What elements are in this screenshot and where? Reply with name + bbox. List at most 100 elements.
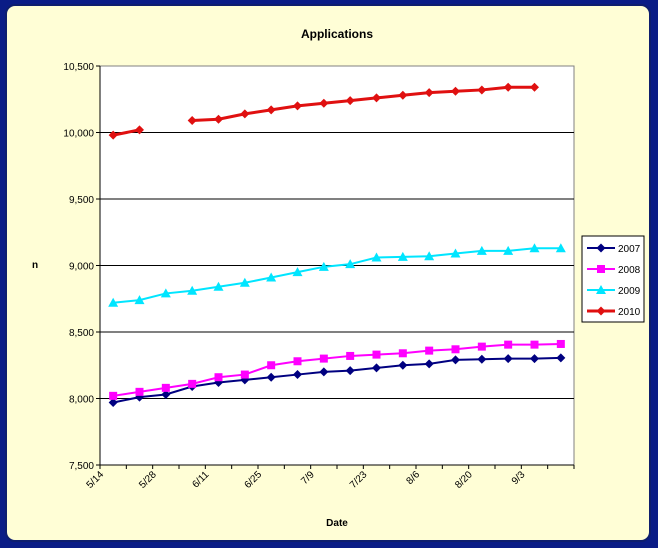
series-2010 bbox=[108, 82, 539, 140]
data-point bbox=[504, 340, 513, 349]
x-tick-label: 6/25 bbox=[243, 469, 265, 491]
data-point bbox=[187, 116, 197, 126]
data-point bbox=[425, 346, 434, 355]
legend-label: 2007 bbox=[618, 244, 641, 255]
series-2009 bbox=[108, 243, 566, 307]
data-point bbox=[451, 345, 460, 354]
data-point bbox=[530, 340, 539, 349]
x-tick-label: 6/11 bbox=[190, 469, 211, 490]
data-point bbox=[293, 370, 302, 380]
data-point bbox=[530, 82, 539, 92]
data-point bbox=[555, 243, 566, 253]
legend: 2007 2008 2009 2010 bbox=[581, 235, 645, 323]
data-point bbox=[397, 251, 408, 261]
legend-marker bbox=[597, 265, 605, 273]
data-point bbox=[556, 353, 566, 363]
data-point bbox=[266, 372, 276, 382]
data-point bbox=[503, 82, 513, 92]
data-point bbox=[372, 350, 381, 359]
data-point bbox=[345, 259, 356, 269]
y-tick-label: 8,500 bbox=[69, 328, 94, 339]
data-point bbox=[345, 366, 355, 376]
legend-label: 2008 bbox=[618, 265, 641, 276]
data-point bbox=[240, 109, 250, 119]
series-2008 bbox=[109, 339, 565, 400]
x-tick-label: 8/20 bbox=[453, 469, 475, 491]
data-point bbox=[477, 342, 486, 351]
data-point bbox=[424, 88, 434, 98]
data-point bbox=[371, 252, 382, 262]
data-point bbox=[266, 105, 276, 115]
data-point bbox=[477, 85, 487, 95]
data-point bbox=[556, 339, 565, 348]
x-tick-label: 7/23 bbox=[348, 469, 370, 491]
data-point bbox=[476, 245, 487, 255]
data-point bbox=[477, 354, 487, 364]
series-2007 bbox=[108, 353, 566, 407]
data-point bbox=[134, 295, 145, 305]
data-point bbox=[135, 125, 144, 135]
data-point bbox=[346, 351, 355, 360]
x-tick-label: 5/14 bbox=[85, 469, 107, 491]
data-point bbox=[503, 245, 514, 255]
y-axis-label: n bbox=[32, 260, 38, 271]
data-point bbox=[319, 98, 329, 108]
gridlines bbox=[100, 132, 574, 399]
data-point bbox=[529, 243, 540, 253]
data-point bbox=[345, 96, 355, 106]
data-point bbox=[161, 390, 171, 400]
legend-label: 2009 bbox=[618, 286, 641, 297]
data-point bbox=[398, 360, 408, 370]
data-point bbox=[239, 277, 250, 287]
legend-label: 2010 bbox=[618, 307, 641, 318]
data-point bbox=[108, 130, 118, 140]
line-chart: 7,500 8,000 8,500 9,000 9,500 10,000 10,500 5/… bbox=[32, 27, 645, 529]
y-tick-label: 10,000 bbox=[63, 129, 94, 140]
data-point bbox=[503, 354, 513, 364]
data-point bbox=[319, 354, 328, 363]
data-point bbox=[318, 261, 329, 271]
data-point bbox=[293, 357, 302, 366]
series-line bbox=[112, 128, 140, 137]
data-point bbox=[372, 93, 381, 103]
legend-marker bbox=[596, 243, 606, 253]
chart-title: Applications bbox=[301, 27, 373, 41]
data-point bbox=[530, 354, 539, 364]
y-axis: 7,500 8,000 8,500 9,000 9,500 10,000 10,500 bbox=[63, 62, 100, 472]
series-line bbox=[113, 247, 561, 304]
x-tick-label: 7/9 bbox=[299, 469, 317, 487]
chart-frame: 7,500 8,000 8,500 9,000 9,500 10,000 10,500 5/… bbox=[5, 4, 651, 542]
data-point bbox=[398, 90, 408, 100]
data-point bbox=[292, 267, 303, 277]
data-point bbox=[319, 367, 329, 377]
data-point bbox=[372, 363, 381, 373]
x-axis-label: Date bbox=[326, 518, 348, 529]
y-tick-label: 10,500 bbox=[63, 62, 94, 73]
x-tick-label: 8/6 bbox=[405, 469, 423, 487]
data-point bbox=[161, 383, 170, 392]
data-point bbox=[266, 272, 277, 282]
data-point bbox=[108, 297, 119, 307]
data-point bbox=[213, 281, 224, 291]
data-point bbox=[214, 373, 223, 382]
data-point bbox=[451, 86, 460, 96]
data-point bbox=[108, 397, 118, 407]
data-point bbox=[267, 361, 276, 370]
y-tick-label: 9,500 bbox=[69, 195, 94, 206]
series-line bbox=[192, 85, 535, 123]
data-point bbox=[293, 101, 302, 111]
data-point bbox=[135, 387, 144, 396]
y-tick-label: 9,000 bbox=[69, 262, 94, 273]
data-point bbox=[450, 248, 461, 258]
data-point bbox=[424, 359, 434, 369]
legend-box bbox=[581, 235, 645, 323]
data-point bbox=[451, 355, 460, 365]
y-tick-label: 7,500 bbox=[69, 461, 94, 472]
legend-marker bbox=[596, 285, 606, 294]
data-point bbox=[160, 288, 171, 298]
x-tick-label: 5/28 bbox=[137, 469, 159, 491]
data-point bbox=[109, 391, 118, 400]
data-point bbox=[240, 370, 249, 379]
x-tick-label: 9/3 bbox=[510, 469, 528, 487]
data-point bbox=[187, 285, 198, 295]
